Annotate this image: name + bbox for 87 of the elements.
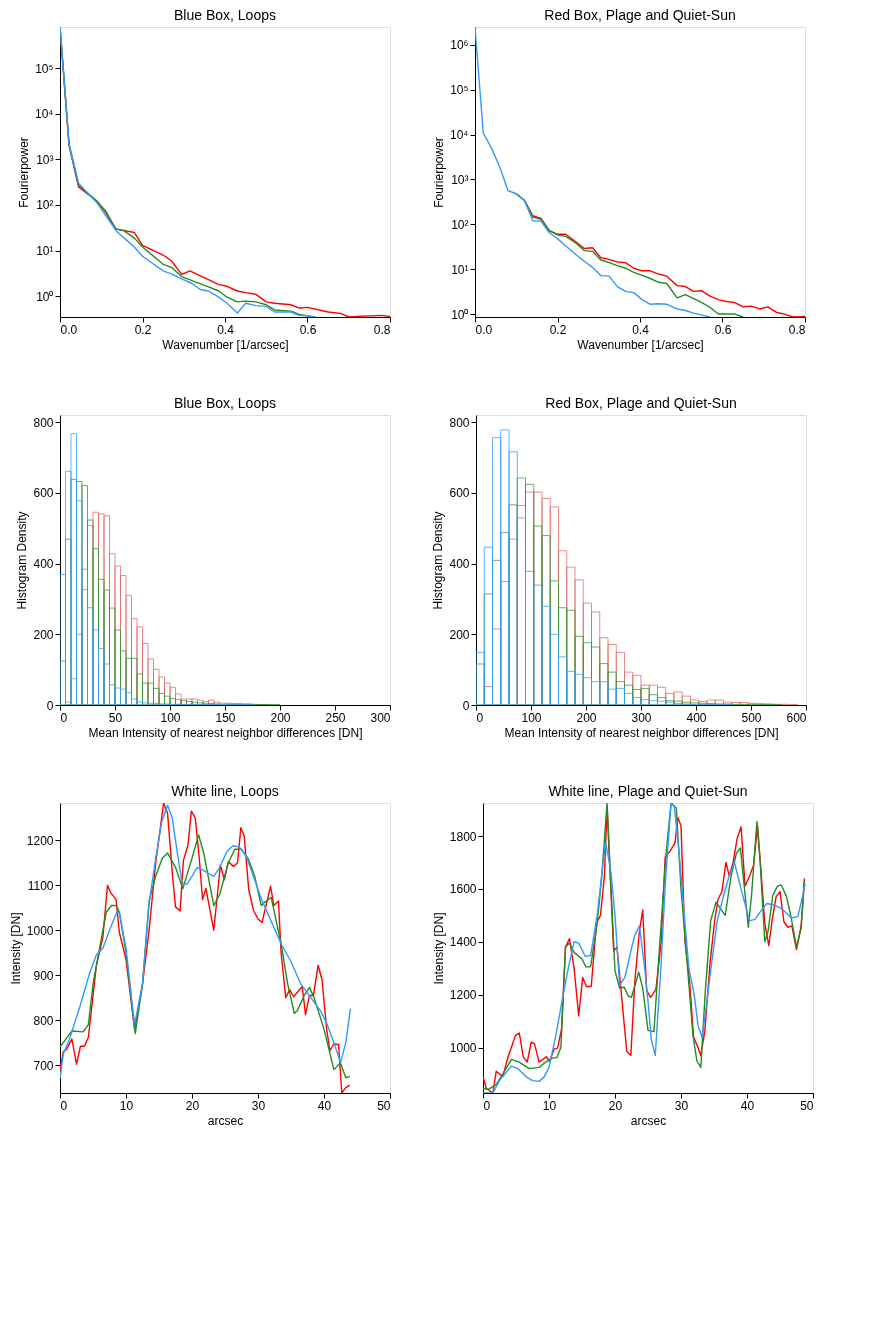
chart-title: White line, Loops [171,783,279,799]
y-tick-label: 1400 [449,935,477,950]
y-axis-title: Intensity [DN] [431,912,446,985]
x-tick-label: 20 [608,1098,623,1113]
x-tick-label: 50 [108,710,123,725]
y-tick-label: 10³ [451,172,469,187]
x-tick-label: 600 [786,710,807,725]
chart-title: Red Box, Plage and Quiet-Sun [544,7,736,23]
x-tick-label: 0.4 [632,322,650,337]
y-tick-label: 10⁶ [450,38,469,53]
x-axis-title: Wavenumber [1/arcsec] [162,337,289,352]
y-tick-label: 10⁵ [35,61,54,76]
x-tick-label: 500 [741,710,762,725]
x-axis-title: Mean Intensity of nearest neighbor differences [DN] [504,725,779,740]
x-tick-label: 0.6 [299,322,317,337]
x-tick-label: 0.6 [714,322,732,337]
y-tick-label: 800 [449,415,470,430]
x-tick-label: 50 [800,1098,814,1113]
y-tick-label: 10⁰ [451,307,469,322]
y-axis-title: Fourierpower [432,137,446,208]
y-tick-label: 900 [33,968,54,983]
y-tick-label: 10⁴ [34,107,54,122]
x-tick-label: 10 [119,1098,134,1113]
y-tick-label: 400 [33,557,54,572]
x-tick-label: 0.8 [373,322,391,337]
x-tick-label: 0.4 [217,322,235,337]
x-tick-label: 250 [325,710,346,725]
chart-title: Blue Box, Loops [174,7,276,23]
x-tick-label: 50 [377,1098,391,1113]
x-tick-label: 400 [686,710,707,725]
x-tick-label: 300 [370,710,391,725]
x-tick-label: 0.0 [60,322,78,337]
x-axis-title: arcsec [630,1113,667,1128]
x-tick-label: 150 [215,710,236,725]
y-tick-label: 600 [449,486,470,501]
x-tick-label: 100 [160,710,181,725]
x-tick-label: 0.0 [475,322,493,337]
x-tick-label: 100 [521,710,542,725]
x-tick-label: 40 [317,1098,332,1113]
y-axis-title: Fourierpower [17,137,31,208]
x-tick-label: 10 [542,1098,557,1113]
y-tick-label: 1000 [449,1041,477,1056]
x-tick-label: 0.2 [549,322,567,337]
x-tick-label: 0 [483,1098,491,1113]
x-tick-label: 40 [740,1098,755,1113]
x-tick-label: 30 [674,1098,689,1113]
y-tick-label: 1600 [449,882,477,897]
y-tick-label: 1100 [27,878,54,893]
y-tick-label: 800 [33,415,54,430]
x-axis-title: Mean Intensity of nearest neighbor differences [DN] [88,725,363,740]
y-axis-title: Intensity [DN] [8,912,23,985]
y-tick-label: 10⁴ [449,128,469,143]
x-axis-title: arcsec [207,1113,244,1128]
y-tick-label: 10¹ [451,262,469,277]
chart-title: White line, Plage and Quiet-Sun [548,783,748,799]
y-axis-title: Histogram Density [431,511,446,610]
y-tick-label: 0 [462,698,470,713]
y-tick-label: 800 [33,1013,54,1028]
chart-title: Blue Box, Loops [174,395,276,411]
x-tick-label: 300 [631,710,652,725]
y-tick-label: 700 [33,1058,54,1073]
y-tick-label: 10¹ [36,244,54,259]
x-axis-title: Wavenumber [1/arcsec] [577,337,704,352]
y-axis-title: Histogram Density [15,511,30,610]
y-tick-label: 600 [33,486,54,501]
x-tick-label: 200 [270,710,291,725]
x-tick-label: 0.2 [134,322,152,337]
y-tick-label: 1200 [26,833,54,848]
y-tick-label: 10² [451,217,469,232]
x-tick-label: 20 [185,1098,200,1113]
chart-title: Red Box, Plage and Quiet-Sun [545,395,737,411]
y-tick-label: 200 [33,627,54,642]
x-tick-label: 0.8 [788,322,806,337]
x-tick-label: 200 [576,710,597,725]
y-tick-label: 0 [46,698,54,713]
y-tick-label: 400 [449,557,470,572]
y-tick-label: 10² [36,198,54,213]
y-tick-label: 10³ [36,152,54,167]
y-tick-label: 200 [449,627,470,642]
y-tick-label: 1200 [449,988,477,1003]
y-tick-label: 1000 [26,923,54,938]
y-tick-label: 10⁰ [36,289,54,304]
x-tick-label: 0 [60,1098,68,1113]
x-tick-label: 30 [251,1098,266,1113]
y-tick-label: 1800 [449,829,477,844]
y-tick-label: 10⁵ [450,83,469,98]
x-tick-label: 0 [60,710,68,725]
